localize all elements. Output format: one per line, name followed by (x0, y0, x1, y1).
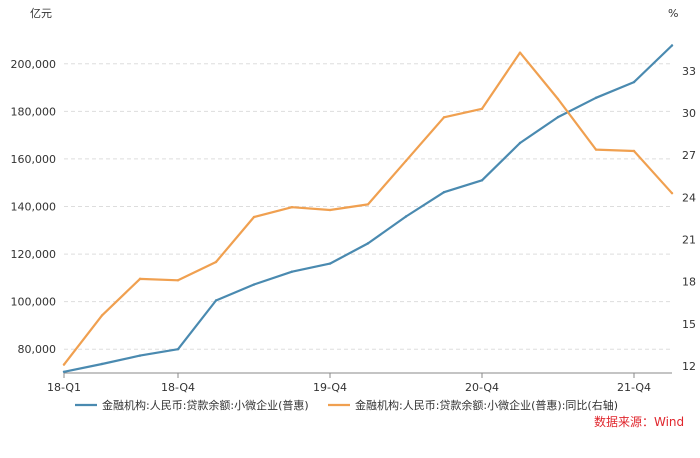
data-point-yoy (328, 208, 332, 212)
data-point-loan-balance (480, 179, 484, 182)
y-right-tick-label: 18 (682, 276, 696, 289)
x-tick-label: 19-Q4 (313, 381, 347, 394)
data-point-yoy (670, 191, 674, 195)
y-right-tick-label: 33 (682, 65, 696, 78)
data-point-yoy (100, 314, 104, 317)
data-point-loan-balance (100, 362, 104, 366)
legend-label-yoy: 金融机构:人民币:贷款余额:小微企业(普惠):同比(右轴) (355, 398, 618, 412)
data-point-loan-balance (214, 299, 218, 302)
data-point-loan-balance (594, 96, 598, 99)
data-point-yoy (62, 363, 66, 366)
y-left-tick-label: 120,000 (11, 248, 57, 261)
data-point-yoy (518, 51, 522, 54)
y-left-tick-label: 160,000 (11, 153, 57, 166)
source-note: 数据来源：Wind (594, 414, 684, 429)
data-point-loan-balance (62, 370, 66, 374)
data-point-yoy (404, 159, 408, 163)
y-left-tick-label: 200,000 (11, 58, 57, 71)
y-left-tick-label: 100,000 (11, 296, 57, 309)
grid (64, 63, 672, 350)
data-point-yoy (138, 277, 142, 281)
data-point-yoy (290, 206, 294, 209)
data-point-yoy (214, 260, 218, 264)
data-point-loan-balance (404, 215, 408, 218)
data-point-loan-balance (176, 348, 180, 351)
y-axis-right-ticks: 12 15 18 21 24 27 30 33 (682, 65, 696, 373)
data-point-yoy (594, 148, 598, 151)
series-line-yoy (62, 51, 674, 366)
data-point-yoy (176, 279, 180, 282)
data-point-loan-balance (442, 191, 446, 194)
y-right-tick-label: 12 (682, 360, 696, 373)
data-point-loan-balance (556, 115, 560, 119)
data-point-loan-balance (632, 80, 636, 84)
x-tick-label: 18-Q4 (161, 381, 195, 394)
y-right-tick-label: 30 (682, 107, 696, 120)
data-point-yoy (252, 215, 256, 219)
y-right-tick-label: 21 (682, 234, 696, 247)
y-left-tick-label: 140,000 (11, 201, 57, 214)
y-right-tick-label: 24 (682, 191, 696, 204)
data-point-loan-balance (366, 242, 370, 245)
x-tick-label: 20-Q4 (465, 381, 499, 394)
y-left-tick-label: 80,000 (18, 343, 57, 356)
series-layer (62, 44, 674, 374)
y-right-tick-label: 15 (682, 318, 696, 331)
data-point-yoy (480, 107, 484, 111)
x-axis-ticks: 18-Q1 18-Q4 19-Q4 20-Q4 21-Q4 (47, 373, 651, 394)
data-point-yoy (556, 97, 560, 101)
data-point-yoy (632, 149, 636, 153)
data-point-yoy (442, 116, 446, 119)
data-point-loan-balance (670, 44, 674, 47)
data-point-loan-balance (252, 283, 256, 286)
legend: 金融机构:人民币:贷款余额:小微企业(普惠) 金融机构:人民币:贷款余额:小微企… (75, 398, 618, 412)
data-point-loan-balance (328, 262, 332, 265)
y-left-tick-label: 180,000 (11, 105, 57, 118)
series-line-loan-balance (62, 44, 674, 373)
x-tick-label: 21-Q4 (617, 381, 651, 394)
data-point-loan-balance (518, 141, 522, 145)
y-right-tick-label: 27 (682, 149, 696, 162)
y-axis-right-unit: % (668, 7, 678, 20)
legend-label-loan-balance: 金融机构:人民币:贷款余额:小微企业(普惠) (102, 398, 309, 412)
data-point-yoy (366, 203, 370, 206)
y-axis-left-unit: 亿元 (30, 7, 52, 20)
data-point-loan-balance (138, 354, 142, 357)
x-tick-label: 18-Q1 (47, 381, 81, 394)
data-point-loan-balance (290, 270, 294, 273)
y-axis-left-ticks: 80,000 100,000 120,000 140,000 160,000 180,00… (11, 58, 57, 356)
